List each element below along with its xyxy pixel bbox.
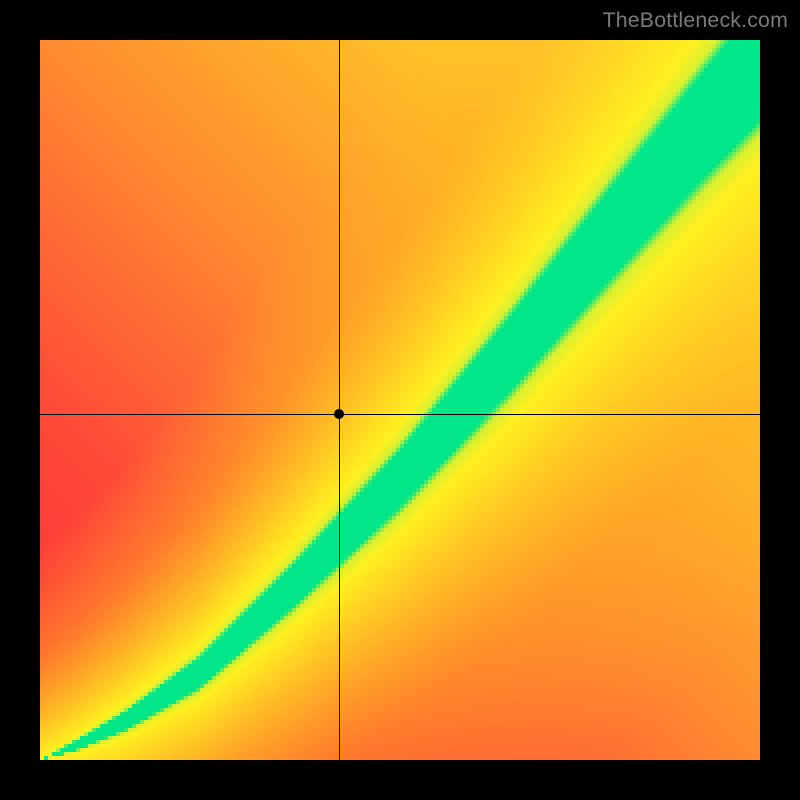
data-point-marker — [334, 409, 344, 419]
watermark-text: TheBottleneck.com — [603, 8, 788, 33]
crosshair-vertical — [339, 40, 340, 760]
heatmap-canvas — [40, 40, 760, 760]
crosshair-horizontal — [40, 414, 760, 415]
chart-frame: TheBottleneck.com — [0, 0, 800, 800]
plot-area — [40, 40, 760, 760]
